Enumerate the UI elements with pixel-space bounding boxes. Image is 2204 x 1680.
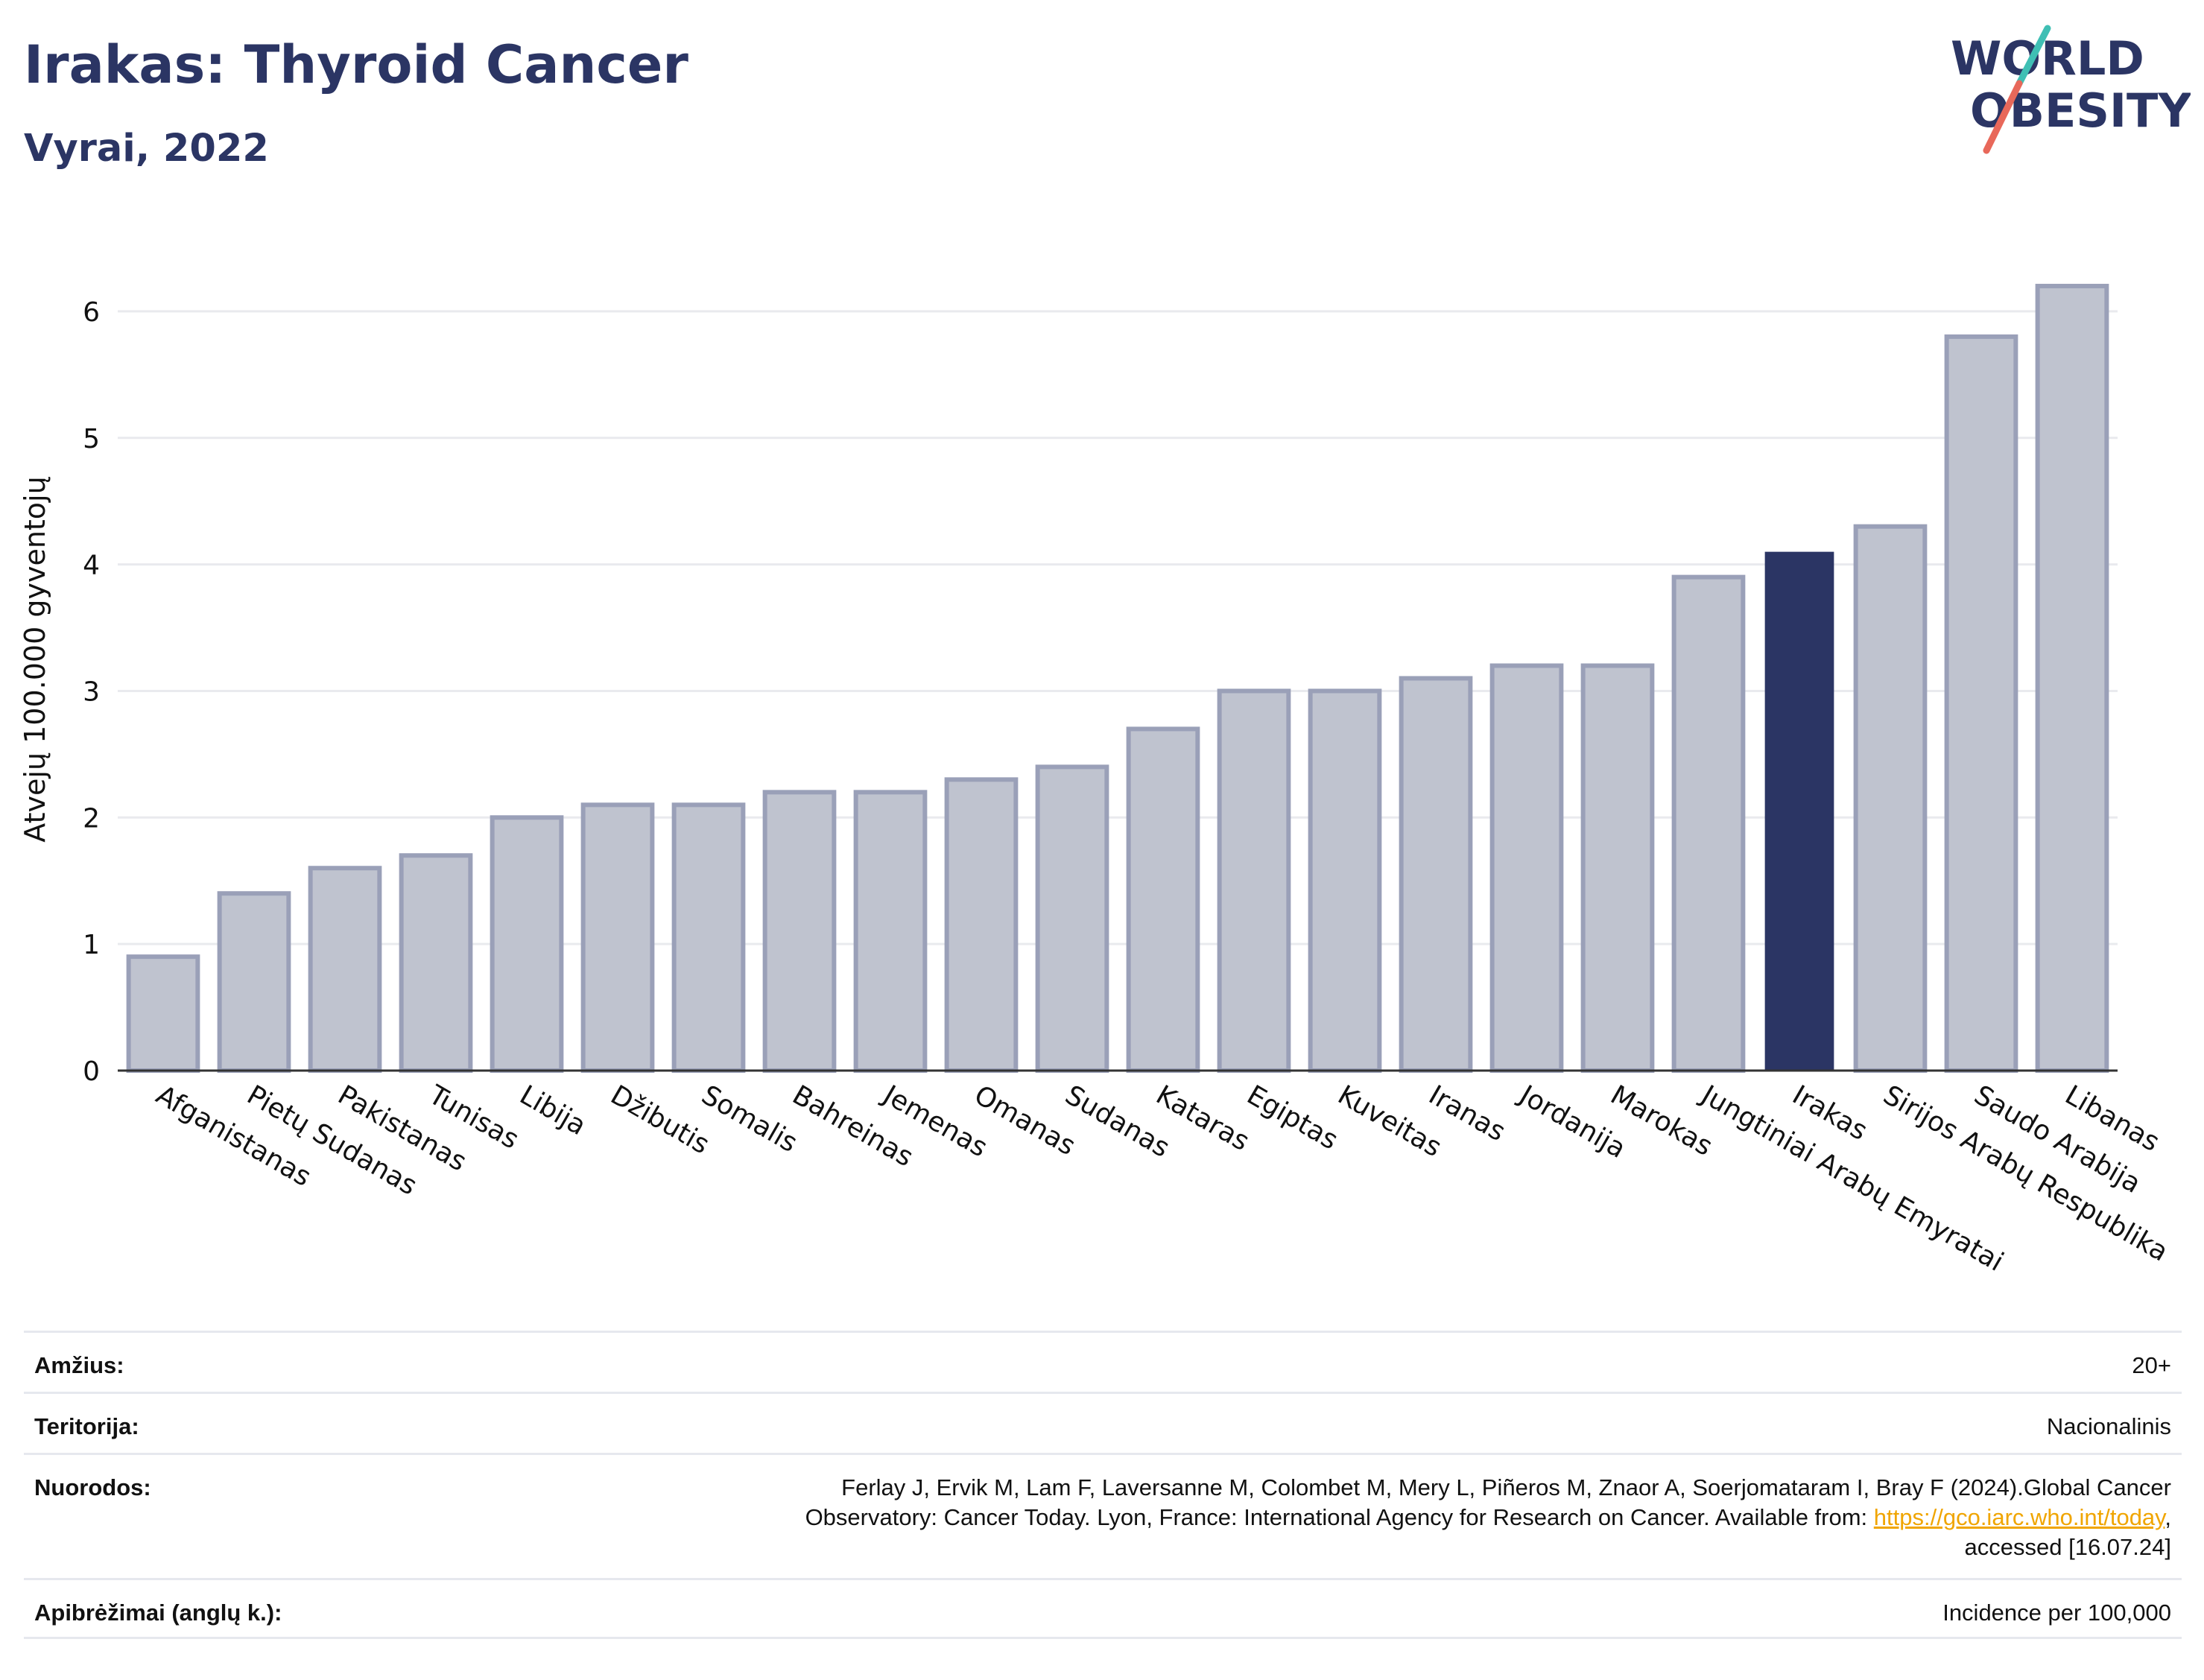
footer-row-territory: Teritorija: Nacionalinis [24, 1392, 2182, 1453]
y-tick-label: 6 [83, 297, 100, 328]
bar-8 [853, 790, 928, 1074]
footer-row-age: Amžius: 20+ [24, 1331, 2182, 1392]
logo-line1: WORLD [1951, 31, 2144, 86]
bar-21 [2035, 283, 2109, 1073]
references-line1: Ferlay J, Ervik M, Lam F, Laversanne M, … [841, 1474, 2171, 1500]
x-tick-label: Omanas [969, 1080, 1081, 1161]
bar-6 [671, 802, 746, 1074]
bar-5 [580, 802, 655, 1074]
bar-11 [1126, 726, 1200, 1074]
territory-label: Teritorija: [34, 1413, 139, 1439]
references-line2-end: , [2165, 1504, 2171, 1530]
logo-slash-red [1983, 80, 2023, 154]
territory-value: Nacionalinis [2046, 1413, 2171, 1439]
bar-18 [1764, 551, 1834, 1071]
y-tick-label: 1 [83, 930, 100, 960]
bar-10 [1035, 764, 1109, 1074]
bar-9 [944, 777, 1019, 1074]
bar-0 [126, 954, 200, 1073]
chart-footer: Amžius: 20+ Teritorija: Nacionalinis Nuo… [24, 1331, 2182, 1639]
y-tick-label: 0 [83, 1056, 100, 1087]
x-tick-label: Džibutis [606, 1080, 715, 1160]
bar-7 [762, 790, 837, 1074]
world-obesity-logo: WORLD OBESITY [1951, 25, 2191, 154]
references-line3: accessed [16.07.24] [1964, 1534, 2171, 1560]
bar-12 [1217, 688, 1291, 1073]
references-value: Ferlay J, Ervik M, Lam F, Laversanne M, … [805, 1473, 2182, 1562]
bar-2 [308, 866, 382, 1073]
chart-title: Irakas: Thyroid Cancer [24, 34, 688, 95]
bar-13 [1308, 688, 1382, 1073]
x-tick-label: Libija [515, 1080, 592, 1141]
y-tick-label: 2 [83, 803, 100, 834]
bar-17 [1671, 574, 1746, 1073]
references-label: Nuorodos: [34, 1474, 151, 1500]
bar-14 [1399, 676, 1473, 1073]
logo-slash-teal [2015, 25, 2051, 87]
bar-4 [490, 815, 564, 1074]
bar-1 [217, 891, 291, 1073]
y-axis-ticks: 0 1 2 3 4 5 6 [83, 297, 100, 1087]
y-axis-label: Atvejų 100.000 gyventojų [19, 476, 51, 842]
definitions-value: Incidence per 100,000 [1942, 1600, 2171, 1626]
bars [126, 283, 2109, 1074]
references-line2: Observatory: Cancer Today. Lyon, France:… [805, 1504, 1874, 1530]
footer-row-references: Nuorodos: Ferlay J, Ervik M, Lam F, Lave… [24, 1453, 2182, 1578]
bar-3 [399, 853, 473, 1074]
bar-15 [1489, 663, 1564, 1073]
x-tick-label: Sudanas [1060, 1080, 1175, 1164]
x-tick-label: Somalis [697, 1080, 802, 1158]
footer-row-definitions: Apibrėžimai (anglų k.): Incidence per 10… [24, 1578, 2182, 1639]
age-label: Amžius: [34, 1352, 124, 1378]
y-tick-label: 4 [83, 551, 100, 581]
x-tick-label: Kuveitas [1333, 1080, 1447, 1163]
y-tick-label: 3 [83, 676, 100, 707]
age-value: 20+ [2132, 1352, 2171, 1378]
x-tick-label: Afganistanas [151, 1080, 317, 1193]
chart-subtitle: Vyrai, 2022 [24, 127, 269, 171]
y-tick-label: 5 [83, 424, 100, 454]
x-tick-label: Egiptas [1242, 1080, 1343, 1156]
definitions-label: Apibrėžimai (anglų k.): [34, 1600, 282, 1626]
bar-19 [1853, 524, 1928, 1073]
references-link[interactable]: https://gco.iarc.who.int/today [1873, 1504, 2165, 1530]
bar-20 [1944, 334, 2018, 1073]
bar-16 [1580, 663, 1655, 1073]
